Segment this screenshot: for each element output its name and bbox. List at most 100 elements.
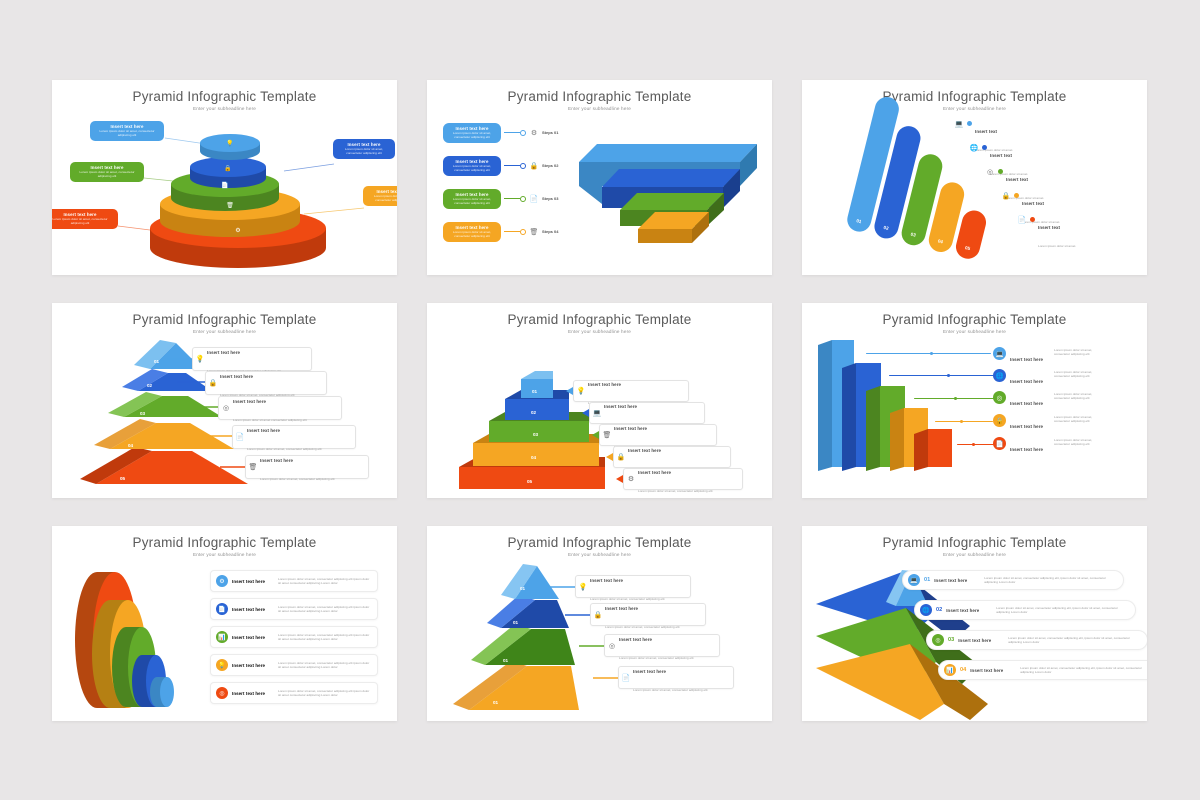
slider-track[interactable]	[866, 353, 991, 355]
bar-2[interactable]	[872, 124, 923, 241]
callout-1[interactable]: Insert text here Lorem ipsum dolor sit a…	[90, 121, 164, 141]
slider-knob[interactable]	[930, 351, 934, 356]
slider-track[interactable]	[935, 421, 993, 423]
list-item[interactable]: 💡 Insert text here Lorem ipsum dolor sit…	[210, 654, 378, 676]
layer-3-front[interactable]	[489, 421, 589, 442]
legend-item-4[interactable]: 🔒 Insert text Lorem ipsum dolor sit amet.	[1001, 192, 1060, 228]
slider-track[interactable]	[889, 375, 996, 377]
bar-5-front[interactable]	[928, 429, 952, 467]
layer-4-right[interactable]	[110, 423, 234, 449]
info-card-4[interactable]: 📄 Insert text here Lorem ipsum dolor sit …	[618, 666, 734, 692]
page-subtitle: Enter your subheadline here	[942, 552, 1007, 557]
layer-4-right[interactable]	[469, 666, 579, 710]
layer-3-left[interactable]	[108, 392, 162, 417]
list-item[interactable]: 💻 01 Insert text here Lorem ipsum dolor …	[902, 570, 1124, 590]
target-icon[interactable]: ◎	[993, 391, 1006, 404]
bar-1[interactable]	[845, 94, 902, 234]
slider-knob[interactable]	[947, 373, 951, 378]
layer-3-left[interactable]	[471, 624, 531, 665]
trash-icon: 🗑	[248, 464, 258, 471]
bar-1-left[interactable]	[818, 340, 832, 471]
callout-5[interactable]: Insert text here Lorem ipsum dolor sit a…	[52, 209, 118, 229]
step-row-4[interactable]: Insert text here Lorem ipsum dolor sit a…	[443, 222, 558, 242]
info-card-5[interactable]: ⚙ Insert text here Lorem ipsum dolor sit …	[623, 468, 743, 493]
document-icon[interactable]: 📄	[993, 437, 1006, 450]
layer-1-front[interactable]	[521, 379, 553, 398]
card-title: Insert text here	[247, 428, 281, 433]
info-card-2[interactable]: 🔒 Insert text here Lorem ipsum dolor sit …	[590, 603, 706, 629]
layer-5-left[interactable]	[80, 447, 152, 484]
legend-item-5[interactable]: 📄 Insert text Lorem ipsum dolor sit amet.	[1017, 216, 1076, 252]
layer-1-right[interactable]	[515, 566, 559, 599]
list-item[interactable]: 🌐 02 Insert text here Lorem ipsum dolor …	[914, 600, 1136, 620]
layer-5-front[interactable]	[459, 467, 605, 489]
slide-nested-half-ellipses[interactable]: Pyramid Infographic Template Enter your …	[52, 526, 397, 721]
info-card-3[interactable]: ◎ Insert text here Lorem ipsum dolor sit …	[218, 396, 342, 422]
slide-inverted-3d-funnel-steps[interactable]: Pyramid Infographic Template Enter your …	[427, 80, 772, 275]
legend-item-3[interactable]: ◎ Insert text Lorem ipsum dolor sit amet.	[985, 168, 1044, 204]
layer-1-left[interactable]	[501, 564, 537, 599]
list-item[interactable]: 📊 Insert text here Lorem ipsum dolor sit…	[210, 626, 378, 648]
step-node[interactable]	[520, 162, 526, 169]
callout-2[interactable]: Insert text here Lorem ipsum dolor sit a…	[333, 139, 395, 159]
layer-4-left[interactable]	[94, 419, 156, 449]
layer-2-left[interactable]	[122, 369, 168, 391]
bar-3[interactable]	[899, 152, 945, 248]
slider-track[interactable]	[957, 444, 995, 446]
layer-5-right[interactable]	[96, 451, 248, 484]
slider-knob[interactable]	[972, 442, 976, 447]
card-body: Lorem ipsum dolor sit amet, consectetur …	[247, 447, 322, 451]
step-node[interactable]	[520, 195, 526, 202]
slide-diagonal-rounded-bars[interactable]: Pyramid Infographic Template Enter your …	[802, 80, 1147, 275]
layer-4-front[interactable]	[473, 443, 599, 466]
bar-3-left[interactable]	[866, 386, 880, 471]
step-row-2[interactable]: Insert text here Lorem ipsum dolor sit a…	[443, 156, 558, 176]
globe-icon[interactable]: 🌐	[993, 369, 1006, 382]
lock-icon[interactable]: 🔒	[993, 414, 1006, 427]
list-item[interactable]: ◎ Insert text here Lorem ipsum dolor sit…	[210, 682, 378, 704]
slide-four-layer-pyramid[interactable]: Pyramid Infographic Template Enter your …	[427, 526, 772, 721]
list-item[interactable]: 📄 Insert text here Lorem ipsum dolor sit…	[210, 598, 378, 620]
layer-3-left[interactable]	[816, 644, 944, 720]
info-card-1[interactable]: 💡 Insert text here Lorem ipsum dolor sit …	[575, 575, 691, 601]
legend-item-2[interactable]: 🌐 Insert text Lorem ipsum dolor sit amet.	[969, 144, 1028, 180]
slide-descending-3d-bars[interactable]: Pyramid Infographic Template Enter your …	[802, 303, 1147, 498]
info-card-4[interactable]: 📄 Insert text here Lorem ipsum dolor sit …	[232, 425, 356, 451]
step-row-3[interactable]: Insert text here Lorem ipsum dolor sit a…	[443, 189, 558, 209]
legend-item-1[interactable]: 💻 Insert text Lorem ipsum dolor sit amet.	[954, 120, 1013, 156]
layer-3-right[interactable]	[124, 396, 222, 417]
bar-5-left[interactable]	[914, 429, 928, 471]
step-row-1[interactable]: Insert text here Lorem ipsum dolor sit a…	[443, 123, 558, 143]
callout-3[interactable]: Insert text here Lorem ipsum dolor sit a…	[70, 162, 144, 182]
layer-2-front[interactable]	[505, 399, 569, 420]
slide-stepped-pyramid-cone-top[interactable]: Pyramid Infographic Template Enter your …	[52, 303, 397, 498]
callout-4[interactable]: Insert text here Lorem ipsum dolor sit a…	[363, 186, 397, 206]
layer-1-left[interactable]	[134, 340, 176, 369]
info-card-5[interactable]: 🗑 Insert text here Lorem ipsum dolor sit …	[245, 455, 369, 481]
bar-2-left[interactable]	[842, 363, 856, 471]
disc-5-face[interactable]	[160, 677, 174, 707]
bar-4-left[interactable]	[890, 408, 904, 471]
bar-4[interactable]	[926, 180, 966, 255]
step-node[interactable]	[520, 129, 526, 136]
list-item[interactable]: ◎ 03 Insert text here Lorem ipsum dolor …	[926, 630, 1147, 650]
layer-3-right[interactable]	[910, 644, 988, 720]
step-node[interactable]	[520, 228, 526, 235]
layer-2-left[interactable]	[487, 595, 535, 628]
list-item[interactable]: 📊 04 Insert text here Lorem ipsum dolor …	[938, 660, 1147, 680]
layer-2-right[interactable]	[501, 600, 569, 628]
bar-5[interactable]	[953, 208, 988, 261]
slide-stepped-block-pyramid[interactable]: Pyramid Infographic Template Enter your …	[427, 303, 772, 498]
layer-1-right[interactable]	[150, 343, 202, 369]
list-item[interactable]: ⚙ Insert text here Lorem ipsum dolor sit…	[210, 570, 378, 592]
info-card-2[interactable]: 🔒 Insert text here Lorem ipsum dolor sit …	[205, 371, 327, 397]
slide-chevron-layer-pyramid[interactable]: Pyramid Infographic Template Enter your …	[802, 526, 1147, 721]
layer-4-left[interactable]	[453, 661, 527, 710]
slider-knob[interactable]	[954, 396, 958, 401]
info-card-3[interactable]: ◎ Insert text here Lorem ipsum dolor sit …	[604, 634, 720, 660]
layer-2-right[interactable]	[138, 373, 212, 391]
slide-concentric-ellipse-pyramid[interactable]: Pyramid Infographic Template Enter your …	[52, 80, 397, 275]
slider-knob[interactable]	[960, 419, 964, 424]
presentation-icon[interactable]: 💻	[993, 347, 1006, 360]
layer-3-right[interactable]	[485, 629, 575, 665]
